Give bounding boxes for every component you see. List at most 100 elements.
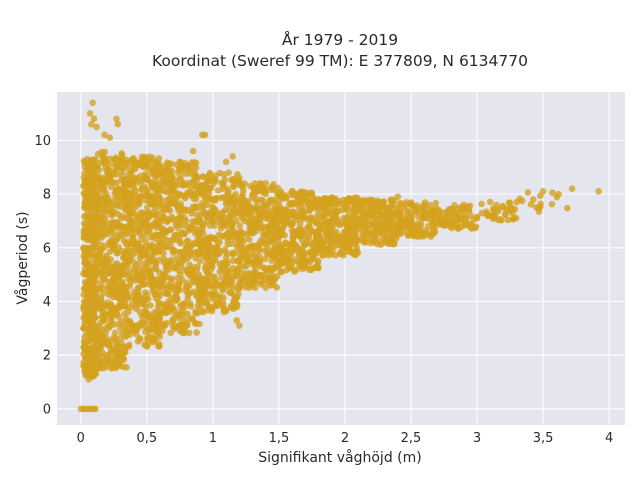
data-point [139,209,146,217]
data-point [102,207,109,215]
data-point [217,225,225,232]
data-point [224,260,231,267]
data-point [116,186,124,194]
data-point [374,206,382,214]
data-point [407,201,415,208]
data-point [256,180,264,187]
data-point [188,206,196,214]
data-point [190,288,197,296]
data-point [197,303,204,311]
data-point [533,204,540,211]
data-point [197,308,205,316]
data-point [87,204,95,211]
data-point [353,206,360,214]
data-point [518,197,526,205]
data-point [113,348,120,356]
data-point [493,201,500,209]
data-point [192,182,200,190]
data-point [143,263,150,271]
data-point [93,365,100,372]
data-point [383,235,391,243]
data-point [103,351,111,359]
data-point [387,203,395,210]
data-point [162,308,169,315]
data-point [364,229,372,237]
data-point [443,220,450,228]
data-point [297,249,305,256]
data-point [151,235,159,242]
data-point [264,244,271,252]
data-point [118,295,125,302]
data-point [152,170,160,178]
data-point [237,227,245,235]
data-point [229,250,237,257]
data-point [201,131,209,139]
data-point [340,214,348,222]
data-point [282,205,290,213]
data-point [254,187,262,195]
data-point [259,230,267,238]
data-point [505,199,513,206]
data-point [330,211,337,218]
data-point [306,224,313,231]
data-point [287,250,295,258]
data-point [82,370,90,378]
data-point [102,324,110,332]
data-point [447,212,454,219]
data-point [331,251,339,259]
data-point [115,233,123,240]
data-point [101,131,108,139]
data-point [156,333,164,340]
data-point [138,321,145,329]
data-point [435,210,443,217]
data-point [97,293,105,301]
data-point [93,237,101,245]
data-point [161,188,168,195]
data-point [110,219,118,227]
data-point [115,161,122,168]
data-point [314,264,322,272]
data-point [500,204,507,211]
data-point [258,279,265,286]
data-point [186,244,193,252]
data-point [110,160,118,168]
data-point [223,219,230,226]
data-point [249,260,256,268]
data-point [486,198,494,206]
data-point [299,231,306,238]
data-point [149,318,157,326]
data-point [253,205,261,213]
data-point [369,207,377,215]
data-point [186,167,193,174]
data-point [150,194,157,201]
data-point [86,329,93,337]
data-point [332,195,339,203]
data-point [119,286,127,294]
data-point [207,262,214,269]
data-point [395,229,402,236]
data-point [448,224,456,232]
data-point [361,214,368,222]
data-point [310,198,317,205]
data-point [118,150,125,157]
data-point [332,228,340,236]
data-point [97,232,104,240]
data-point [89,99,96,107]
data-point [122,231,130,238]
data-point [302,258,310,265]
data-point [83,251,91,258]
data-point [142,296,150,303]
data-point [145,269,153,277]
x-tick-label: 1 [209,431,217,446]
data-point [168,284,176,291]
data-point [237,234,245,242]
data-point [496,215,504,223]
data-point [192,159,200,167]
y-tick-labels: 0 2 4 6 8 10 [34,134,51,418]
data-point [161,175,169,183]
data-point [123,363,130,371]
data-point [236,222,244,230]
data-point [203,276,211,284]
data-point [80,298,88,306]
